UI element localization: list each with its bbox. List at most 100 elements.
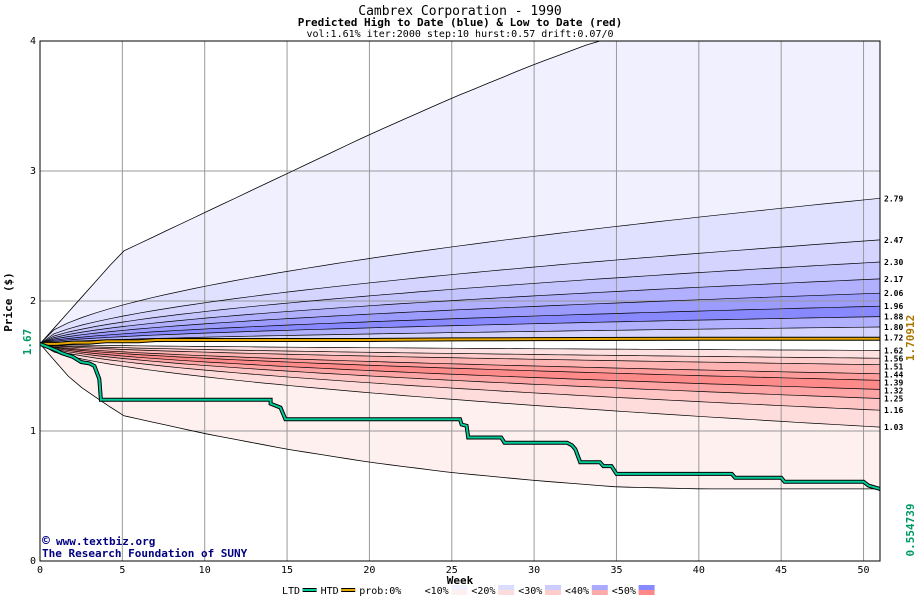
- band-value-label: 1.25: [884, 395, 903, 404]
- legend-label: HTD: [321, 586, 339, 597]
- legend-swatch-low: [451, 590, 468, 595]
- y-tick-label: 1: [30, 426, 36, 437]
- legend-swatch-high: [638, 585, 655, 590]
- legend-swatch-high: [451, 585, 468, 590]
- high-band-fill: [40, 306, 880, 344]
- y-tick-label: 3: [30, 166, 36, 177]
- legend-swatch-low: [404, 590, 421, 595]
- legend-swatch-low: [545, 590, 561, 595]
- x-tick-label: 50: [858, 565, 870, 576]
- x-tick-label: 25: [446, 565, 458, 576]
- legend-label: <10%: [425, 586, 449, 597]
- legend-label: prob:0%: [359, 586, 401, 597]
- high-band-fill: [40, 239, 880, 344]
- low-envelope-line: [40, 343, 880, 490]
- legend-swatch-low: [498, 590, 515, 595]
- high-band-fill: [40, 278, 880, 344]
- high-band-fill: [40, 262, 880, 344]
- legend-swatch-high: [591, 585, 608, 590]
- band-value-label: 1.03: [884, 423, 903, 432]
- band-value-label: 1.72: [884, 333, 903, 342]
- x-tick-label: 10: [199, 565, 211, 576]
- y-tick-label: 0: [30, 556, 36, 567]
- band-line: [40, 343, 880, 428]
- x-tick-label: 45: [775, 565, 787, 576]
- band-value-label: 1.32: [884, 386, 903, 395]
- legend-swatch-high: [545, 585, 561, 590]
- low-band-fill: [40, 343, 880, 365]
- high-band-fill: [40, 41, 880, 344]
- band-line: [40, 239, 880, 345]
- legend: LTD HTD prob:0% <10% <20% <30% <40% <50%: [282, 585, 655, 597]
- band-value-label: 1.39: [884, 378, 903, 387]
- y-tick-label: 2: [30, 296, 36, 307]
- high-envelope-line: [40, 41, 880, 345]
- legend-swatch-low: [638, 590, 655, 595]
- low-band-fill: [40, 343, 880, 411]
- band-line: [40, 343, 880, 399]
- x-tick-label: 35: [610, 565, 622, 576]
- low-band-fill: [40, 343, 880, 374]
- band-value-label: 1.80: [884, 323, 903, 332]
- band-value-label: 1.62: [884, 346, 903, 355]
- low-band-fill: [40, 343, 880, 399]
- x-tick-label: 40: [693, 565, 705, 576]
- band-value-label: 1.51: [884, 362, 903, 371]
- legend-label: <40%: [565, 586, 589, 597]
- band-line: [40, 197, 880, 345]
- x-tick-label: 20: [363, 565, 375, 576]
- legend-swatch-high: [404, 585, 421, 590]
- legend-swatch-low: [591, 590, 608, 595]
- band-line: [40, 316, 880, 345]
- band-line: [40, 261, 880, 345]
- x-tick-label: 5: [119, 565, 125, 576]
- band-line: [40, 343, 880, 390]
- x-axis-label: Week: [447, 574, 474, 587]
- band-value-label: 1.56: [884, 354, 903, 363]
- band-line: [40, 343, 880, 411]
- chart-subtitle: Predicted High to Date (blue) & Low to D…: [298, 16, 623, 29]
- high-band-fill: [40, 293, 880, 344]
- chart-title: Cambrex Corporation - 1990: [358, 4, 562, 19]
- copyright-symbol: ©: [42, 534, 50, 549]
- band-value-label: 2.06: [884, 289, 903, 298]
- htd-series-line: [40, 337, 880, 345]
- band-value-label: 2.17: [884, 275, 903, 284]
- band-value-label: 1.16: [884, 406, 903, 415]
- end-low-label: 0.554739: [904, 504, 917, 557]
- y-axis-label: Price ($): [2, 272, 15, 332]
- band-line: [40, 278, 880, 345]
- low-band-fill: [40, 343, 880, 428]
- start-price-label: 1.67: [21, 329, 34, 356]
- end-high-label: 1.70912: [904, 315, 917, 361]
- plot-area: 0 5 10 15 20 25 30 35 40 45 50 0 1 2 3 4 2.79 2.47 2.30 2.1…: [30, 36, 903, 576]
- legend-swatch-high: [498, 585, 515, 590]
- band-line: [40, 343, 880, 366]
- band-line: [40, 326, 880, 345]
- band-value-label: 1.88: [884, 313, 903, 322]
- plot-content: [40, 41, 880, 561]
- legend-label: <50%: [612, 586, 636, 597]
- legend-label: LTD: [282, 586, 300, 597]
- ltd-series-line: [40, 342, 880, 490]
- band-value-label: 1.96: [884, 302, 903, 311]
- band-line: [40, 305, 880, 345]
- band-line: [40, 343, 880, 381]
- watermark-url: www.textbiz.org: [56, 535, 155, 548]
- low-band-fill: [40, 343, 880, 359]
- high-band-fill: [40, 198, 880, 344]
- x-tick-label: 15: [281, 565, 293, 576]
- watermark: © www.textbiz.org The Research Foundatio…: [42, 534, 248, 560]
- x-tick-label: 30: [528, 565, 540, 576]
- high-band-fill: [40, 316, 880, 344]
- band-line: [40, 343, 880, 351]
- band-line: [40, 343, 880, 375]
- band-value-label: 2.47: [884, 236, 903, 245]
- plot-frame: [39, 40, 881, 562]
- band-line: [40, 292, 880, 345]
- y-tick-label: 4: [30, 36, 36, 47]
- low-band-fill: [40, 343, 880, 489]
- legend-label: <20%: [471, 586, 495, 597]
- low-band-fill: [40, 343, 880, 390]
